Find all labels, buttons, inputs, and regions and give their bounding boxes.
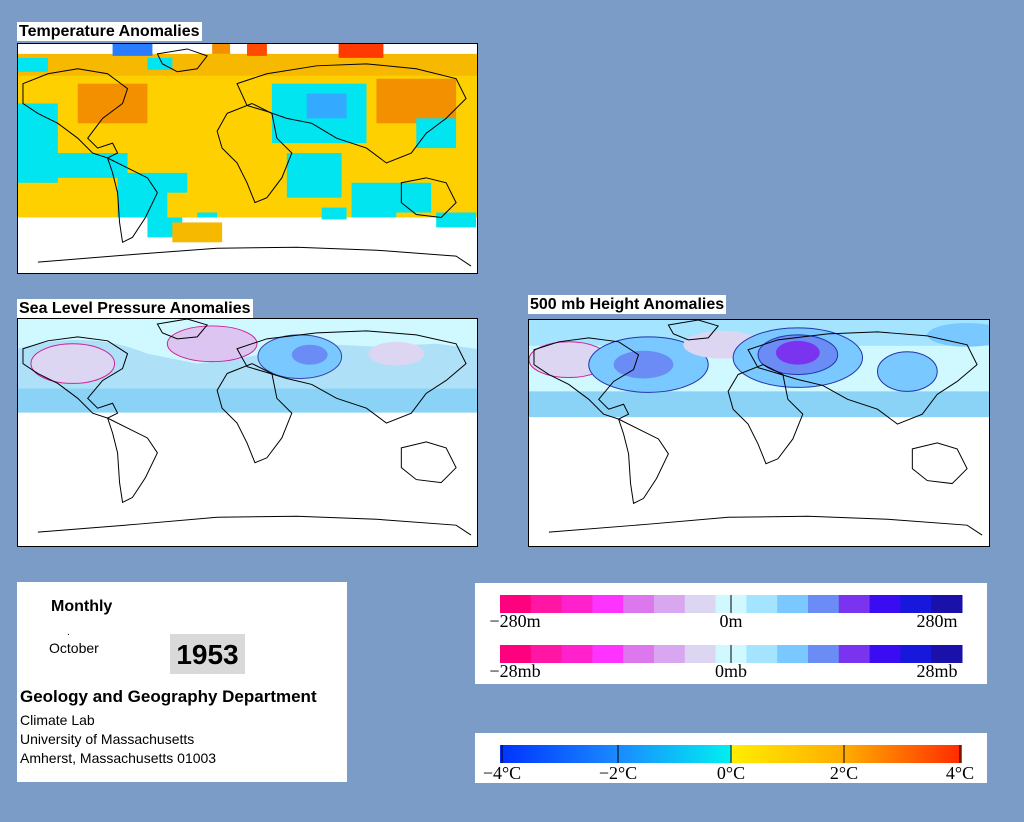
pressure-bar-swatch [808, 645, 840, 663]
pressure-bar-swatch [684, 645, 717, 663]
year-display: 1953 [170, 634, 245, 674]
height-bar-swatch [869, 595, 901, 613]
pressure-bar-swatch [530, 645, 563, 663]
height-bar-swatch [592, 595, 624, 613]
pressure-colorbar [500, 645, 963, 663]
height-bar-swatch [623, 595, 655, 613]
month-label: October [49, 640, 99, 656]
pressure-label-zero: 0mb [715, 661, 747, 681]
pressure-bar-swatch [746, 645, 778, 663]
institution-line-1: Climate Lab [20, 712, 95, 728]
pressure-bar-swatch [838, 645, 871, 663]
pressure-bar-swatch [592, 645, 624, 663]
height-bar-swatch [900, 595, 932, 613]
height-bar-swatch [654, 595, 686, 613]
height-label-min: −280m [489, 611, 540, 631]
height-map-title: 500 mb Height Anomalies [528, 295, 727, 314]
temperature-anomaly-map [17, 43, 478, 274]
height-bar-swatch [500, 595, 532, 613]
temp-label-neg2: −2°C [599, 763, 637, 783]
height-label-zero: 0m [719, 611, 742, 631]
institution-line-3: Amherst, Massachusetts 01003 [20, 750, 217, 766]
month-marker: . [67, 627, 70, 638]
temperature-legend: −4°C −2°C 0°C 2°C 4°C [475, 733, 987, 783]
temp-label-neg4: −4°C [483, 763, 521, 783]
pressure-bar-swatch [654, 645, 686, 663]
temp-label-pos2: 2°C [830, 763, 858, 783]
pressure-bar-swatch [869, 645, 901, 663]
frequency-label: Monthly [51, 598, 113, 615]
temperature-map-title: Temperature Anomalies [17, 22, 202, 41]
height-bar-swatch [838, 595, 871, 613]
temp-label-zero: 0°C [717, 763, 745, 783]
height-bar-swatch [530, 595, 563, 613]
pressure-map-title: Sea Level Pressure Anomalies [17, 299, 253, 318]
pressure-bar-swatch [777, 645, 809, 663]
pressure-bar-swatch [623, 645, 655, 663]
pressure-label-min: −28mb [489, 661, 540, 681]
pressure-label-max: 28mb [916, 661, 957, 681]
height-pressure-legend: −280m 0m 280m −28mb 0mb 28mb [475, 583, 987, 684]
height-bar-swatch [746, 595, 778, 613]
pressure-bar-swatch [500, 645, 532, 663]
temp-label-pos4: 4°C [946, 763, 974, 783]
department-name: Geology and Geography Department [20, 687, 317, 706]
info-panel: Monthly . October 1953 Geology and Geogr… [17, 582, 347, 782]
pressure-bar-swatch [561, 645, 593, 663]
pressure-bar-swatch [931, 645, 963, 663]
height-bar-swatch [931, 595, 963, 613]
institution-line-2: University of Massachusetts [20, 731, 195, 747]
height-bar-swatch [561, 595, 593, 613]
pressure-bar-swatch [900, 645, 932, 663]
height-bar-swatch [808, 595, 840, 613]
sea-level-pressure-map [17, 318, 478, 547]
height-bar-swatch [777, 595, 809, 613]
height-anomaly-map [528, 319, 990, 547]
height-bar-swatch [684, 595, 717, 613]
height-label-max: 280m [916, 611, 957, 631]
